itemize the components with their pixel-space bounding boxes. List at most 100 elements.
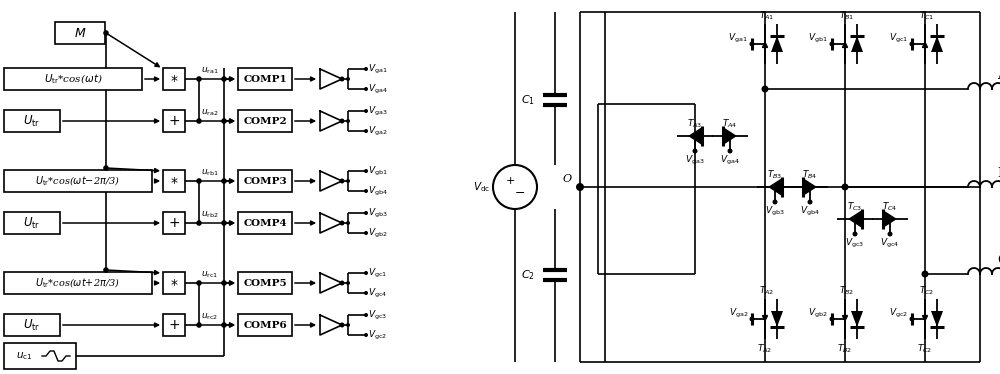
Polygon shape bbox=[851, 311, 863, 327]
Text: $+$: $+$ bbox=[168, 318, 180, 332]
Text: $V_{\rm ga2}$: $V_{\rm ga2}$ bbox=[368, 125, 387, 138]
Circle shape bbox=[808, 199, 812, 205]
Text: COMP6: COMP6 bbox=[243, 321, 287, 329]
Text: $*$: $*$ bbox=[170, 276, 178, 290]
Text: $T_{C2}$: $T_{C2}$ bbox=[917, 343, 933, 355]
Text: COMP3: COMP3 bbox=[243, 177, 287, 186]
Circle shape bbox=[364, 231, 368, 235]
Text: $V_{\rm gb4}$: $V_{\rm gb4}$ bbox=[800, 205, 820, 218]
Text: $u_{\rm rb1}$: $u_{\rm rb1}$ bbox=[201, 168, 219, 178]
Circle shape bbox=[364, 291, 368, 295]
Polygon shape bbox=[320, 111, 342, 131]
Bar bbox=[163, 170, 185, 192]
Text: COMP2: COMP2 bbox=[243, 116, 287, 126]
Text: $V_{\rm gc3}$: $V_{\rm gc3}$ bbox=[368, 309, 387, 322]
Circle shape bbox=[493, 165, 537, 209]
Circle shape bbox=[340, 221, 344, 226]
Circle shape bbox=[364, 313, 368, 317]
Circle shape bbox=[364, 67, 368, 71]
Circle shape bbox=[346, 179, 350, 183]
Polygon shape bbox=[848, 210, 862, 228]
Text: $u_{\rm rb2}$: $u_{\rm rb2}$ bbox=[201, 210, 219, 220]
Text: $M$: $M$ bbox=[74, 27, 86, 40]
Text: $V_{\rm ga1}$: $V_{\rm ga1}$ bbox=[368, 62, 388, 76]
Circle shape bbox=[364, 169, 368, 173]
Text: $T_{B4}$: $T_{B4}$ bbox=[802, 169, 818, 181]
Text: $T_{C4}$: $T_{C4}$ bbox=[882, 201, 898, 213]
Circle shape bbox=[346, 221, 350, 225]
Circle shape bbox=[221, 280, 227, 286]
Circle shape bbox=[346, 119, 350, 123]
Circle shape bbox=[196, 322, 202, 328]
Circle shape bbox=[364, 109, 368, 113]
Text: $C_2$: $C_2$ bbox=[521, 268, 535, 282]
Text: $T_{B1}$: $T_{B1}$ bbox=[839, 10, 855, 22]
Text: $V_{\rm gc3}$: $V_{\rm gc3}$ bbox=[845, 236, 865, 249]
Text: −: − bbox=[515, 187, 525, 199]
Text: $T_{A4}$: $T_{A4}$ bbox=[722, 118, 738, 130]
Text: B: B bbox=[997, 166, 1000, 180]
Circle shape bbox=[340, 77, 344, 82]
Bar bbox=[238, 314, 292, 336]
Circle shape bbox=[196, 220, 202, 226]
Text: $U_{\rm tr}$*cos($\omega t$$+$2$\pi$/3): $U_{\rm tr}$*cos($\omega t$$+$2$\pi$/3) bbox=[35, 276, 121, 290]
Circle shape bbox=[364, 129, 368, 133]
Bar bbox=[238, 170, 292, 192]
Text: $V_{\rm ga1}$: $V_{\rm ga1}$ bbox=[728, 31, 748, 45]
Polygon shape bbox=[723, 127, 737, 145]
Polygon shape bbox=[320, 171, 342, 191]
Bar bbox=[4, 110, 60, 132]
Text: $u_{\rm c1}$: $u_{\rm c1}$ bbox=[16, 350, 33, 362]
Bar bbox=[55, 22, 105, 44]
Text: +: + bbox=[505, 176, 515, 186]
Circle shape bbox=[364, 87, 368, 91]
Text: $V_{\rm ga4}$: $V_{\rm ga4}$ bbox=[720, 153, 740, 166]
Circle shape bbox=[346, 323, 350, 327]
Polygon shape bbox=[771, 36, 783, 52]
Bar bbox=[4, 170, 152, 192]
Bar bbox=[4, 68, 142, 90]
Text: $V_{\rm gc2}$: $V_{\rm gc2}$ bbox=[368, 328, 387, 341]
Text: $V_{\rm gc2}$: $V_{\rm gc2}$ bbox=[889, 306, 908, 319]
Text: $V_{\rm gc4}$: $V_{\rm gc4}$ bbox=[368, 286, 387, 300]
Text: $V_{\rm ga3}$: $V_{\rm ga3}$ bbox=[685, 153, 705, 166]
Circle shape bbox=[103, 165, 109, 171]
Bar bbox=[163, 68, 185, 90]
Polygon shape bbox=[320, 315, 342, 335]
Polygon shape bbox=[851, 36, 863, 52]
Text: $*$: $*$ bbox=[170, 174, 178, 188]
Text: $u_{\rm ra1}$: $u_{\rm ra1}$ bbox=[201, 66, 219, 76]
Circle shape bbox=[922, 270, 928, 278]
Text: $T_{A2}$: $T_{A2}$ bbox=[757, 343, 773, 355]
Text: $U_{\rm tr}$: $U_{\rm tr}$ bbox=[23, 215, 41, 230]
Polygon shape bbox=[320, 273, 342, 293]
Bar bbox=[163, 272, 185, 294]
Circle shape bbox=[364, 189, 368, 193]
Text: $V_{\rm gb2}$: $V_{\rm gb2}$ bbox=[808, 306, 828, 319]
Polygon shape bbox=[768, 178, 782, 196]
Bar bbox=[238, 68, 292, 90]
Text: $u_{\rm ra2}$: $u_{\rm ra2}$ bbox=[201, 108, 219, 118]
Circle shape bbox=[910, 316, 914, 322]
Text: $V_{\rm gb3}$: $V_{\rm gb3}$ bbox=[765, 205, 785, 218]
Text: $*$: $*$ bbox=[170, 72, 178, 86]
Circle shape bbox=[346, 281, 350, 285]
Circle shape bbox=[196, 280, 202, 286]
Text: $T_{A1}$: $T_{A1}$ bbox=[759, 10, 775, 22]
Text: $T_{C2}$: $T_{C2}$ bbox=[919, 285, 935, 297]
Bar bbox=[4, 343, 76, 369]
Polygon shape bbox=[320, 213, 342, 233]
Text: COMP5: COMP5 bbox=[243, 279, 287, 288]
Text: $V_{\rm gc1}$: $V_{\rm gc1}$ bbox=[889, 31, 908, 45]
Text: O: O bbox=[563, 174, 572, 184]
Text: $T_{A2}$: $T_{A2}$ bbox=[759, 285, 775, 297]
Text: $V_{\rm ga4}$: $V_{\rm ga4}$ bbox=[368, 82, 388, 95]
Circle shape bbox=[346, 77, 350, 81]
Bar bbox=[163, 314, 185, 336]
Text: $U_{\rm tr}$: $U_{\rm tr}$ bbox=[23, 318, 41, 332]
Polygon shape bbox=[931, 311, 943, 327]
Polygon shape bbox=[883, 210, 897, 228]
Circle shape bbox=[888, 232, 893, 236]
Text: $V_{\rm gc1}$: $V_{\rm gc1}$ bbox=[368, 266, 387, 279]
Circle shape bbox=[910, 42, 914, 46]
